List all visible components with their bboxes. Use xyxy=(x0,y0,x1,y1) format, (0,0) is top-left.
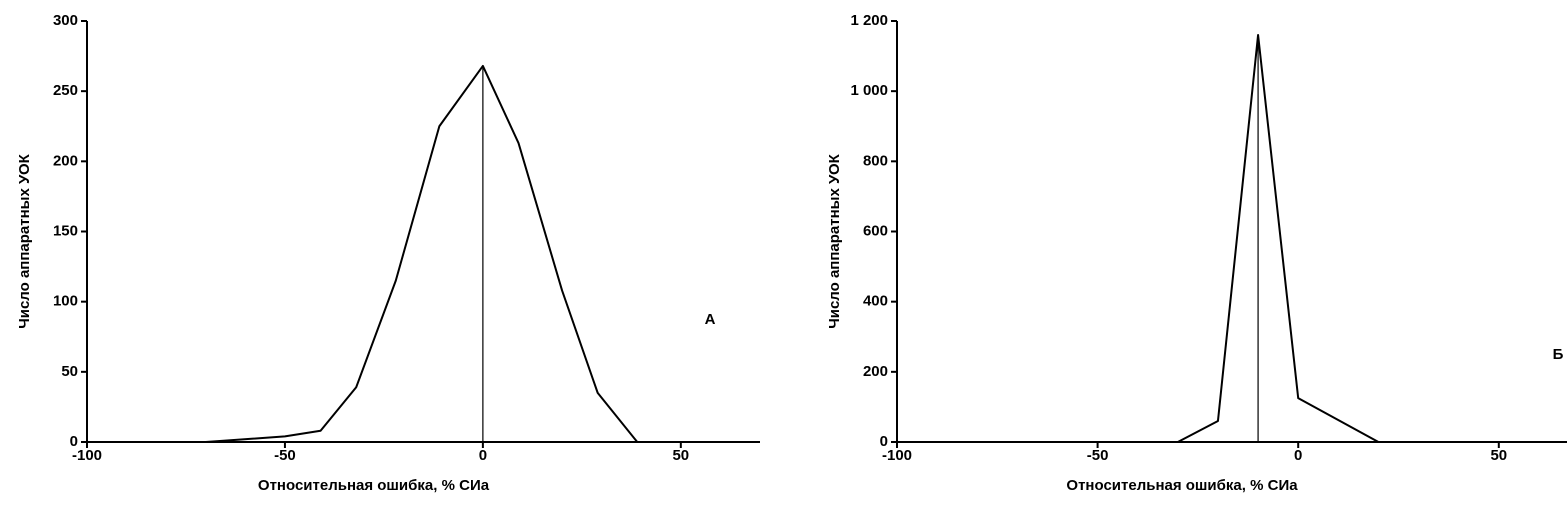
x-axis-label: Относительная ошибка, % СИа xyxy=(258,477,490,494)
y-tick-label: 600 xyxy=(863,222,888,239)
y-tick-label: 150 xyxy=(53,222,78,239)
y-tick-label: 800 xyxy=(863,152,888,169)
y-tick-label: 100 xyxy=(53,293,78,310)
y-tick-label: 300 xyxy=(53,12,78,29)
y-tick-label: 1 000 xyxy=(850,82,888,99)
panel-label: Б xyxy=(1553,346,1564,363)
x-tick-label: -50 xyxy=(274,447,296,464)
y-axis-label: Число аппаратных УОК xyxy=(826,153,843,328)
x-tick-label: -100 xyxy=(72,447,102,464)
y-tick-label: 200 xyxy=(53,152,78,169)
y-tick-label: 1 200 xyxy=(850,12,888,29)
data-line xyxy=(897,34,1379,443)
y-tick-label: 200 xyxy=(863,363,888,380)
x-tick-label: -50 xyxy=(1087,447,1109,464)
y-tick-label: 250 xyxy=(53,82,78,99)
x-tick-label: 0 xyxy=(1294,447,1302,464)
y-tick-label: 400 xyxy=(863,293,888,310)
x-tick-label: 50 xyxy=(672,447,689,464)
panel-label: А xyxy=(705,311,716,328)
y-tick-label: 50 xyxy=(61,363,78,380)
x-axis-label: Относительная ошибка, % СИа xyxy=(1066,477,1298,494)
y-tick-label: 0 xyxy=(880,433,888,450)
x-tick-label: 50 xyxy=(1490,447,1507,464)
x-tick-label: -100 xyxy=(882,447,912,464)
y-axis-label: Число аппаратных УОК xyxy=(16,153,33,328)
y-tick-label: 0 xyxy=(70,433,78,450)
x-tick-label: 0 xyxy=(479,447,487,464)
data-line xyxy=(87,64,639,443)
